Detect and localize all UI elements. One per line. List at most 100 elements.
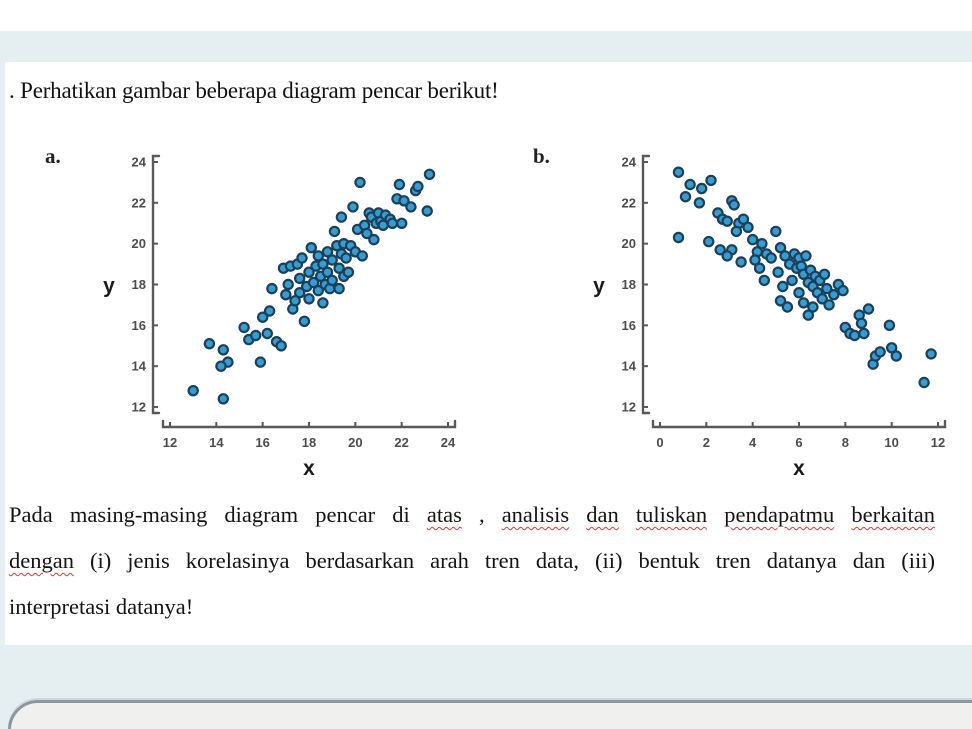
data-point bbox=[275, 340, 287, 352]
data-point bbox=[203, 337, 216, 350]
data-point bbox=[705, 174, 717, 187]
data-point bbox=[890, 350, 902, 362]
data-point bbox=[303, 293, 315, 305]
scatter-plot-a: 12 14 16 18 20 22 24 12 14 16 18 20 22 24 y x bbox=[103, 155, 457, 480]
data-point bbox=[321, 266, 334, 278]
data-point bbox=[312, 250, 324, 262]
data-point bbox=[746, 233, 759, 246]
data-point bbox=[256, 311, 269, 323]
x-tick-label: 12 bbox=[931, 435, 945, 450]
data-point bbox=[421, 205, 433, 217]
x-tick-label: 4 bbox=[749, 435, 757, 450]
y-tick-label: 22 bbox=[132, 195, 146, 210]
y-tick-label: 12 bbox=[622, 400, 636, 415]
data-point bbox=[217, 393, 230, 405]
data-point bbox=[781, 301, 794, 313]
y-tick-label: 12 bbox=[132, 400, 146, 415]
data-point bbox=[816, 293, 828, 305]
data-point bbox=[807, 301, 819, 313]
x-tick-label: 24 bbox=[441, 435, 456, 450]
y-tick-label: 22 bbox=[622, 195, 636, 210]
data-point bbox=[918, 376, 930, 389]
data-point bbox=[317, 297, 329, 309]
panel-label-a: a. bbox=[45, 144, 61, 168]
data-point bbox=[797, 297, 810, 309]
x-axis-label: x bbox=[303, 457, 315, 480]
data-point bbox=[263, 305, 276, 317]
text-run bbox=[569, 502, 586, 527]
data-point bbox=[693, 197, 706, 209]
data-point bbox=[756, 237, 768, 250]
question-card: . Perhatikan gambar beberapa diagram pen… bbox=[5, 62, 972, 645]
misspelled-word: atas bbox=[426, 502, 462, 527]
data-point bbox=[735, 256, 747, 268]
answer-box[interactable] bbox=[8, 700, 972, 729]
misspelled-word: berkaitan bbox=[851, 502, 936, 527]
data-point bbox=[774, 241, 787, 254]
data-point bbox=[361, 227, 373, 240]
data-point bbox=[368, 233, 380, 246]
y-tick-label: 14 bbox=[132, 359, 147, 374]
data-point bbox=[714, 244, 726, 256]
question-line: interpretasi datanya! bbox=[9, 584, 935, 630]
data-point bbox=[335, 211, 348, 223]
data-point bbox=[883, 319, 896, 331]
data-point bbox=[398, 195, 410, 207]
y-tick-label: 24 bbox=[132, 155, 147, 170]
data-point bbox=[396, 217, 408, 230]
data-point bbox=[742, 221, 754, 234]
data-point bbox=[862, 303, 875, 315]
text-run bbox=[619, 502, 636, 527]
question-prompt: . Perhatikan gambar beberapa diagram pen… bbox=[9, 78, 499, 103]
data-point bbox=[874, 346, 886, 358]
data-point bbox=[354, 176, 366, 189]
data-point bbox=[333, 262, 345, 274]
data-point bbox=[925, 348, 937, 360]
data-point bbox=[749, 254, 761, 266]
x-tick-label: 0 bbox=[656, 435, 663, 450]
data-point bbox=[187, 384, 199, 397]
x-tick-label: 14 bbox=[209, 435, 224, 450]
data-point bbox=[765, 252, 777, 264]
data-point bbox=[393, 178, 406, 191]
panel-label-b: b. bbox=[533, 144, 550, 168]
data-point bbox=[821, 282, 833, 295]
y-axis-label: y bbox=[593, 275, 605, 298]
x-tick-label: 12 bbox=[163, 435, 177, 450]
data-point bbox=[758, 274, 770, 287]
data-point bbox=[412, 180, 424, 193]
y-tick-label: 16 bbox=[132, 318, 146, 333]
x-tick-label: 6 bbox=[795, 435, 802, 450]
data-point bbox=[777, 280, 789, 293]
y-axis-label: y bbox=[103, 275, 115, 298]
x-tick-label: 2 bbox=[703, 435, 710, 450]
text-run bbox=[707, 502, 724, 527]
data-point bbox=[215, 360, 227, 372]
data-point bbox=[848, 329, 861, 342]
data-point bbox=[721, 215, 733, 227]
data-point bbox=[858, 327, 870, 340]
data-point bbox=[303, 266, 315, 278]
data-point bbox=[672, 166, 685, 178]
data-point bbox=[347, 201, 359, 213]
x-tick-label: 22 bbox=[394, 435, 408, 450]
data-point bbox=[753, 262, 766, 274]
data-point bbox=[786, 274, 798, 287]
data-point bbox=[737, 213, 750, 225]
text-run: interpretasi datanya! bbox=[9, 594, 194, 619]
data-point bbox=[342, 266, 355, 278]
data-point bbox=[772, 266, 784, 278]
data-point bbox=[800, 250, 812, 262]
data-point bbox=[423, 168, 436, 180]
data-point bbox=[679, 191, 692, 203]
x-tick-label: 10 bbox=[884, 435, 898, 450]
x-tick-label: 18 bbox=[302, 435, 316, 450]
misspelled-word: dan bbox=[586, 502, 619, 527]
misspelled-word: dengan bbox=[9, 548, 74, 573]
data-point bbox=[770, 225, 782, 238]
data-point bbox=[386, 217, 399, 230]
misspelled-word: tuliskan bbox=[635, 502, 708, 527]
data-point bbox=[823, 299, 835, 311]
data-point bbox=[312, 284, 324, 297]
